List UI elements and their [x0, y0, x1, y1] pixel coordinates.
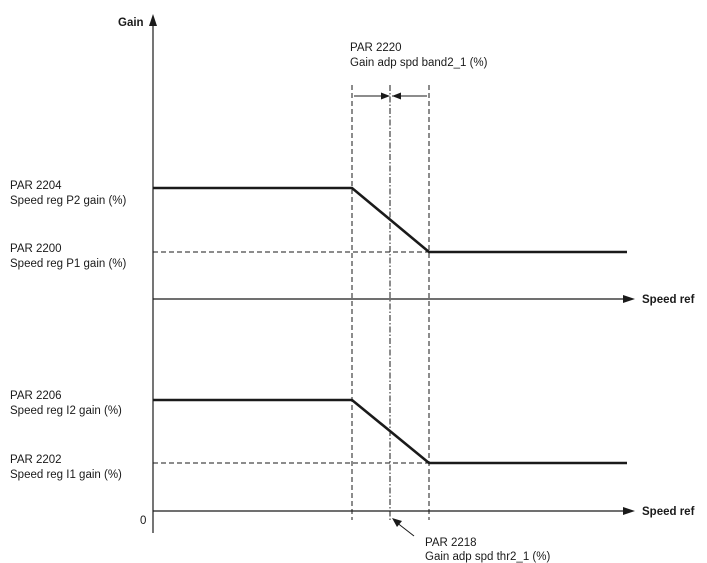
par2202-name: Speed reg I1 gain (%)	[10, 469, 122, 481]
gain-axis-arrowhead	[149, 14, 157, 26]
par2206-code: PAR 2206	[10, 390, 62, 402]
band-arrow-left-head	[381, 92, 390, 100]
par2202-code: PAR 2202	[10, 454, 62, 466]
gain-axis-label: Gain	[118, 17, 144, 29]
par2220-name: Gain adp spd band2_1 (%)	[350, 57, 488, 69]
origin-label: 0	[140, 515, 146, 527]
speed-ref-axis-upper-arrowhead	[623, 295, 635, 303]
par2218-name: Gain adp spd thr2_1 (%)	[425, 551, 550, 563]
speed-ref-axis-lower-arrowhead	[623, 507, 635, 515]
speed-ref-axis-upper-label: Speed ref	[642, 294, 695, 306]
threshold-pointer-head	[392, 518, 402, 527]
par2204-name: Speed reg P2 gain (%)	[10, 195, 127, 207]
par2204-code: PAR 2204	[10, 180, 62, 192]
band-arrow-right-head	[392, 92, 401, 100]
proportional-gain-curve	[153, 186, 627, 254]
par2200-code: PAR 2200	[10, 243, 62, 255]
par2220-code: PAR 2220	[350, 42, 402, 54]
par2218-code: PAR 2218	[425, 537, 477, 549]
speed-ref-axis-lower-label: Speed ref	[642, 506, 695, 518]
par2206-name: Speed reg I2 gain (%)	[10, 405, 122, 417]
par2200-name: Speed reg P1 gain (%)	[10, 258, 127, 270]
integral-gain-curve	[153, 398, 627, 465]
